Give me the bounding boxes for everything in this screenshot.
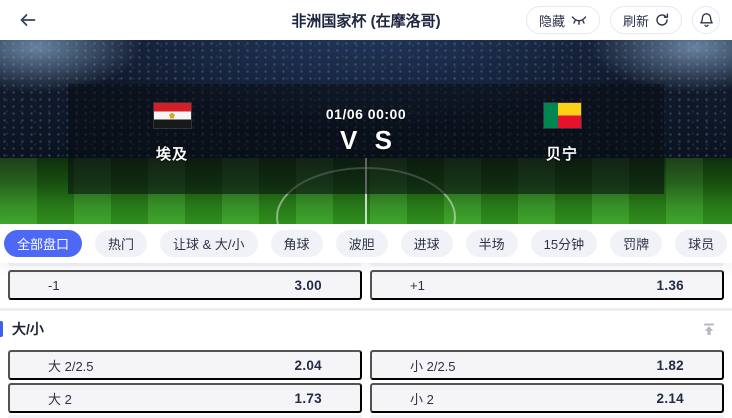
home-team-name: 埃及 — [155, 146, 188, 163]
top-header: 非洲国家杯 (在摩洛哥) 隐藏 刷新 — [0, 0, 732, 40]
odds-cell-partial — [8, 415, 362, 418]
tab-corners[interactable]: 角球 — [270, 230, 323, 257]
refresh-button[interactable]: 刷新 — [609, 6, 682, 34]
tab-players[interactable]: 球员 — [675, 230, 728, 257]
section-separator — [0, 308, 732, 311]
tab-goals[interactable]: 进球 — [400, 230, 453, 257]
odds-value: 2.04 — [294, 357, 322, 373]
over-under-section-header: 大/小 — [0, 314, 732, 344]
odds-value: 3.00 — [294, 277, 322, 293]
tab-15-minutes[interactable]: 15分钟 — [530, 230, 598, 257]
odds-cell-over-2[interactable]: 大 2 1.73 — [8, 383, 362, 413]
vs-label: V S — [340, 125, 397, 155]
odds-cell-under-2-25[interactable]: 小 2/2.5 1.82 — [370, 350, 724, 380]
eye-closed-icon — [571, 16, 587, 25]
tab-half[interactable]: 半场 — [465, 230, 518, 257]
market-tabs: 全部盘口 热门 让球 & 大/小 角球 波胆 进球 半场 15分钟 罚牌 球员 — [4, 230, 728, 257]
odds-label: -1 — [48, 277, 60, 293]
tab-cards[interactable]: 罚牌 — [610, 230, 663, 257]
handicap-odds-row: -1 3.00 +1 1.36 — [0, 270, 732, 300]
odds-label: 大 2/2.5 — [48, 358, 94, 374]
egypt-flag — [153, 103, 191, 128]
section-title: 大/小 — [12, 321, 44, 337]
over-under-row: 大 2/2.5 2.04 小 2/2.5 1.82 — [0, 350, 732, 380]
hide-button-label: 隐藏 — [538, 13, 565, 29]
odds-label: 大 2 — [48, 391, 72, 407]
odds-cell-partial — [370, 263, 724, 266]
market-tabs-bar: 全部盘口 热门 让球 & 大/小 角球 波胆 进球 半场 15分钟 罚牌 球员 — [0, 224, 732, 263]
match-banner: 埃及 01/06 00:00 V S 贝宁 — [0, 40, 732, 224]
odds-value: 2.14 — [656, 390, 684, 406]
hide-button[interactable]: 隐藏 — [525, 6, 600, 34]
odds-label: 小 2/2.5 — [410, 358, 456, 374]
refresh-icon — [656, 13, 669, 26]
notifications-button[interactable] — [692, 6, 720, 34]
bell-icon — [699, 13, 713, 27]
odds-cell-under-2[interactable]: 小 2 2.14 — [370, 383, 724, 413]
pin-to-top-button[interactable] — [696, 318, 722, 340]
next-odds-row-partial — [0, 415, 732, 418]
match-center-info: 01/06 00:00 V S — [326, 106, 406, 156]
match-datetime: 01/06 00:00 — [325, 106, 407, 122]
header-actions: 隐藏 刷新 — [525, 6, 720, 34]
back-button[interactable] — [12, 4, 44, 36]
home-team: 埃及 — [102, 103, 242, 164]
arrow-left-icon — [20, 14, 36, 26]
away-team-name: 贝宁 — [545, 146, 578, 163]
odds-value: 1.82 — [656, 357, 684, 373]
odds-cell-partial — [370, 415, 724, 418]
section-accent-bar — [0, 321, 3, 337]
odds-cell-partial — [8, 263, 362, 266]
tab-hot[interactable]: 热门 — [95, 230, 148, 257]
scrolled-odds-row-partial — [0, 263, 732, 266]
refresh-button-label: 刷新 — [622, 13, 649, 29]
odds-cell-handicap-minus1[interactable]: -1 3.00 — [8, 270, 362, 300]
odds-label: +1 — [410, 277, 425, 293]
benin-flag — [543, 103, 581, 128]
tab-all-markets[interactable]: 全部盘口 — [4, 230, 83, 257]
odds-value: 1.36 — [656, 277, 684, 293]
odds-value: 1.73 — [294, 390, 322, 406]
odds-cell-over-2-25[interactable]: 大 2/2.5 2.04 — [8, 350, 362, 380]
pin-to-top-icon — [704, 323, 714, 335]
over-under-row: 大 2 1.73 小 2 2.14 — [0, 383, 732, 413]
away-team: 贝宁 — [492, 103, 632, 164]
tab-correct-score[interactable]: 波胆 — [335, 230, 388, 257]
tab-handicap-over-under[interactable]: 让球 & 大/小 — [160, 230, 258, 257]
odds-cell-handicap-plus1[interactable]: +1 1.36 — [370, 270, 724, 300]
odds-label: 小 2 — [410, 391, 434, 407]
